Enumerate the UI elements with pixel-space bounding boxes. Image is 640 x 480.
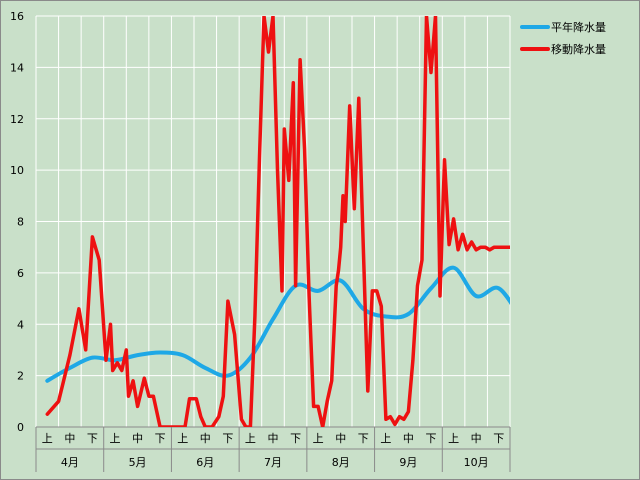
period-label: 上 [313,432,324,445]
period-label: 上 [245,432,256,445]
y-tick-label: 12 [10,113,24,126]
period-label: 下 [493,432,504,445]
period-label: 中 [200,432,211,445]
period-label: 下 [290,432,301,445]
period-label: 中 [64,432,75,445]
period-label: 上 [42,432,53,445]
y-tick-label: 0 [17,421,24,434]
period-label: 上 [448,432,459,445]
period-label: 中 [132,432,143,445]
period-label: 下 [426,432,437,445]
period-label: 上 [177,432,188,445]
period-label: 中 [335,432,346,445]
month-label: 4月 [61,456,79,469]
month-label: 6月 [196,456,214,469]
period-label: 中 [268,432,279,445]
period-label: 中 [403,432,414,445]
y-tick-label: 10 [10,164,24,177]
period-label: 上 [380,432,391,445]
month-label: 10月 [464,456,489,469]
y-tick-label: 4 [17,318,24,331]
series-line-2 [45,16,510,427]
period-label: 上 [110,432,121,445]
month-label: 9月 [399,456,417,469]
period-label: 下 [358,432,369,445]
legend-label-1: 平年降水量 [551,20,606,34]
month-label: 8月 [332,456,350,469]
period-label: 中 [471,432,482,445]
period-label: 下 [222,432,233,445]
y-tick-label: 14 [10,61,24,74]
y-tick-label: 8 [17,216,24,229]
legend-label-2: 移動降水量 [551,42,606,56]
month-label: 5月 [129,456,147,469]
y-tick-label: 6 [17,267,24,280]
period-label: 下 [87,432,98,445]
y-tick-label: 2 [17,370,24,383]
y-tick-label: 16 [10,10,24,23]
period-label: 下 [155,432,166,445]
month-label: 7月 [264,456,282,469]
